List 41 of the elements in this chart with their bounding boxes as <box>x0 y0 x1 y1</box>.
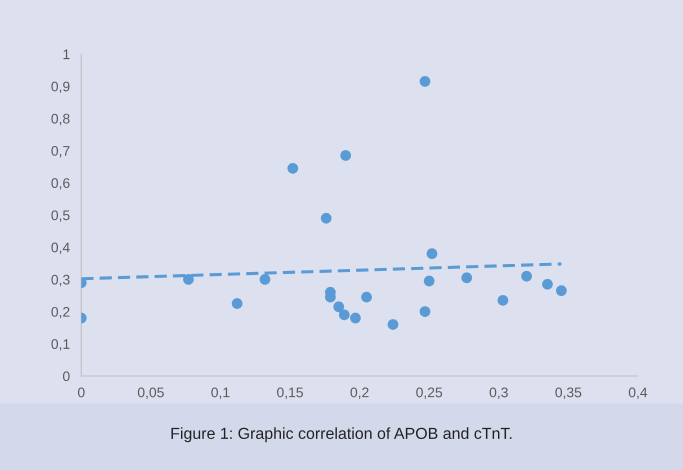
y-tick-label: 0,7 <box>51 146 70 158</box>
point <box>320 212 332 224</box>
y-tick-label: 0,5 <box>51 210 70 222</box>
point <box>287 162 298 174</box>
y-tick-label: 0,8 <box>51 114 70 126</box>
x-tick-label: 0,1 <box>211 387 230 399</box>
point <box>498 294 508 306</box>
point <box>338 309 350 320</box>
x-tick-label: 0 <box>78 387 85 398</box>
y-tick-label: 0,6 <box>51 178 70 190</box>
point <box>521 270 532 282</box>
point <box>542 278 553 290</box>
y-tick-label: 0,1 <box>51 339 70 351</box>
x-tick-label: 0,2 <box>350 387 369 399</box>
point <box>556 285 567 296</box>
point <box>426 248 438 260</box>
x-tick-label: 0,05 <box>138 387 164 399</box>
point <box>424 276 435 286</box>
x-tick-label: 0,35 <box>555 387 582 399</box>
point <box>420 76 430 87</box>
point <box>232 298 243 309</box>
point <box>183 274 194 285</box>
y-tick-label: 0,3 <box>51 274 70 286</box>
point <box>340 150 352 161</box>
point <box>361 292 372 302</box>
point <box>461 272 472 284</box>
point <box>350 312 361 324</box>
x-tick-label: 0,4 <box>628 387 648 399</box>
point <box>260 274 270 285</box>
x-tick-label: 0,25 <box>416 387 442 399</box>
caption: Figure 1: Graphic correlation of APOB and cTnT. <box>171 427 512 442</box>
x-tick-label: 0,15 <box>277 387 303 399</box>
y-tick-label: 0 <box>62 371 70 382</box>
y-tick-label: 0,4 <box>51 242 70 254</box>
y-tick-label: 0,2 <box>51 306 70 318</box>
point <box>333 301 344 312</box>
point <box>388 319 398 330</box>
y-tick-label: 0,9 <box>51 82 70 94</box>
point <box>420 306 430 317</box>
x-tick-label: 0,3 <box>490 387 508 399</box>
y-tick-label: 1 <box>64 50 70 60</box>
